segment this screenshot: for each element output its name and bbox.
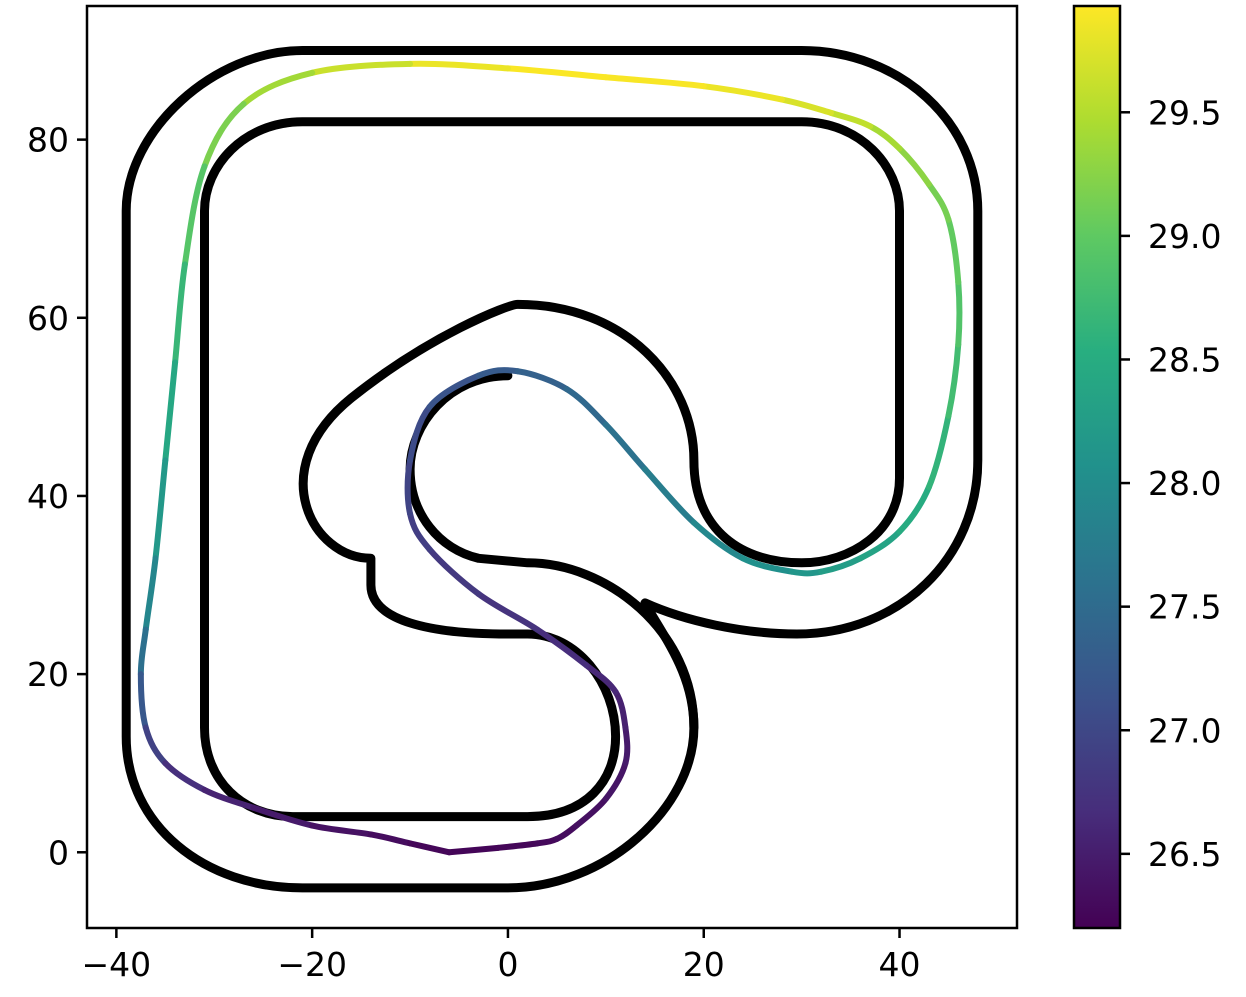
trajectory-segment — [553, 822, 580, 842]
colorbar-tick-label: 27.5 — [1148, 588, 1221, 627]
colorbar-tick-label: 27.0 — [1148, 711, 1221, 750]
plot-frame — [85, 4, 1019, 930]
colorbar-tick-label: 28.5 — [1148, 340, 1221, 379]
x-tick-label: 20 — [683, 945, 725, 984]
trajectory-segment — [945, 341, 962, 419]
colorbar-tick-label: 28.0 — [1148, 464, 1221, 503]
trajectory-segment — [152, 457, 169, 562]
colorbar-tick-label: 29.0 — [1148, 217, 1221, 256]
trajectory-segment — [426, 546, 482, 597]
trajectory-line — [137, 60, 963, 856]
trajectory-segment — [828, 109, 874, 130]
colorbar-frame — [1072, 4, 1122, 930]
y-tick-label: 20 — [27, 655, 69, 694]
trajectory-segment — [142, 724, 169, 767]
trajectory-segment — [201, 100, 247, 170]
trajectory-segment — [602, 760, 629, 802]
trajectory-segment — [818, 555, 864, 575]
colorbar: 26.5 27.0 27.5 28.0 28.5 29.0 29.5 — [1072, 4, 1221, 930]
trajectory-segment — [426, 372, 482, 410]
trajectory-segment — [250, 804, 316, 829]
track-center-hole — [405, 371, 699, 733]
y-tick-label: 40 — [27, 477, 69, 516]
x-tick-label: 0 — [497, 945, 518, 984]
trajectory-segment — [857, 528, 903, 562]
colorbar-tick-label: 26.5 — [1148, 835, 1221, 874]
y-tick-label: 60 — [27, 299, 69, 338]
trajectory-segment — [642, 466, 697, 526]
x-tick-label: −40 — [82, 945, 152, 984]
colorbar-tick-label: 29.5 — [1148, 93, 1221, 132]
trajectory-segment — [181, 163, 208, 268]
y-tick-label: 0 — [48, 833, 69, 872]
trajectory-segment — [367, 831, 414, 847]
trajectory-segment — [142, 555, 159, 633]
trajectory-segment — [779, 96, 834, 116]
trajectory-segment — [240, 69, 316, 107]
trajectory-segment — [407, 510, 433, 553]
trajectory-segment — [788, 568, 825, 577]
trajectory-segment — [573, 795, 609, 829]
trajectory-segment — [407, 840, 453, 856]
trajectory-segment — [602, 74, 707, 90]
trajectory-segment — [162, 760, 208, 793]
trajectory-segment — [925, 412, 952, 491]
trajectory-segment — [514, 368, 570, 393]
trajectory-segment — [475, 590, 541, 633]
trajectory-segment — [583, 662, 619, 695]
trajectory-segment — [309, 822, 374, 838]
trajectory-segment — [172, 261, 188, 366]
trajectory-segment — [495, 840, 541, 851]
trajectory-segment — [504, 65, 609, 81]
colorbar-ticks: 26.5 27.0 27.5 28.0 28.5 29.0 29.5 — [1120, 93, 1221, 874]
x-tick-label: 40 — [879, 945, 921, 984]
trajectory-segment — [446, 844, 502, 856]
trajectory-segment — [137, 671, 149, 731]
track-boundaries — [121, 46, 983, 893]
y-axis: 0 20 40 60 80 — [27, 121, 87, 872]
trajectory-segment — [690, 519, 746, 562]
trajectory-segment — [563, 386, 609, 428]
trajectory-segment — [137, 626, 149, 678]
colorbar-gradient — [1074, 6, 1120, 928]
trajectory-segment — [739, 555, 795, 575]
trajectory-segment — [309, 60, 414, 76]
track-outer-boundary — [121, 46, 983, 893]
trajectory-segment — [622, 724, 631, 767]
trajectory-segment — [896, 145, 932, 188]
trajectory-segment — [955, 279, 963, 348]
trajectory-segment — [407, 60, 511, 72]
track-inner-boundary — [200, 117, 904, 822]
trajectory-segment — [407, 403, 433, 464]
x-axis: −40 −20 0 20 40 — [82, 928, 921, 984]
trajectory-segment — [475, 367, 521, 379]
trajectory-segment — [867, 123, 903, 152]
trajectory-segment — [925, 181, 952, 223]
trajectory-segment — [201, 786, 257, 811]
trajectory-segment — [612, 688, 629, 731]
trajectory-segment — [162, 359, 179, 464]
trajectory-segment — [534, 626, 590, 669]
trajectory-segment — [404, 457, 414, 517]
trajectory-segment — [896, 484, 932, 535]
trajectory-segment — [534, 835, 560, 847]
trajectory-segment — [700, 83, 786, 103]
x-tick-label: −20 — [277, 945, 347, 984]
trajectory-segment — [602, 421, 648, 473]
trajectory-segment — [945, 216, 962, 286]
y-tick-label: 80 — [27, 121, 69, 160]
plot-area — [121, 46, 983, 893]
